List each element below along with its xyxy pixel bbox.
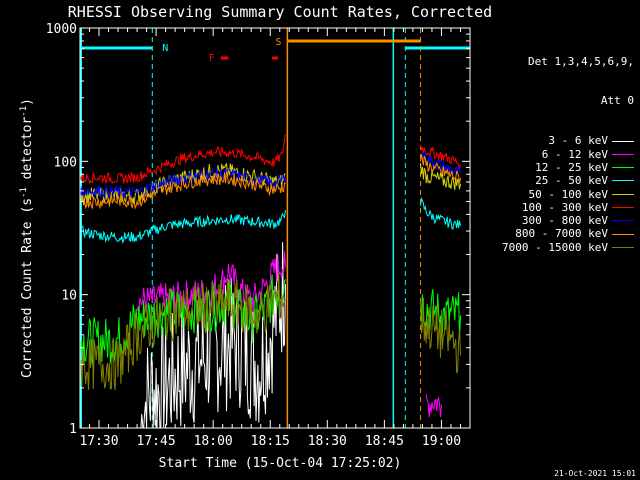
- series-line-6-12-kev-seg2: [425, 394, 442, 418]
- annotations: N S F: [80, 28, 471, 428]
- axes-frame: [79, 27, 471, 429]
- series-line-800-7000-kev-seg2: [420, 154, 461, 184]
- legend-swatch: [612, 220, 634, 222]
- legend-label: 6 - 12 keV: [541, 147, 608, 161]
- y-label-exponent: -1: [19, 187, 29, 198]
- legend-item: 12 - 25 keV: [502, 161, 634, 174]
- legend-item: 100 - 300 keV: [502, 201, 634, 214]
- x-tick-label: 17:45: [137, 434, 176, 449]
- legend-swatch: [612, 167, 634, 169]
- x-tick-label: 18:15: [251, 434, 290, 449]
- legend-label: 12 - 25 keV: [535, 160, 608, 174]
- series-group: [79, 134, 461, 428]
- series-line-7000-15000-kev-seg1: [79, 271, 286, 391]
- x-tick-label: 18:00: [194, 434, 233, 449]
- legend-header-line1: Det 1,3,4,5,6,9,: [528, 54, 634, 68]
- timestamp: 21-Oct-2021 15:01: [554, 469, 636, 478]
- x-axis-label: Start Time (15-Oct-04 17:25:02): [159, 456, 402, 471]
- y-label-text: Corrected Count Rate (s: [20, 198, 35, 378]
- x-tick-label: 18:45: [365, 434, 404, 449]
- legend-swatch: [612, 153, 634, 155]
- legend-label: 7000 - 15000 keV: [502, 240, 608, 254]
- legend-swatch: [612, 193, 634, 195]
- legend-label: 3 - 6 keV: [548, 134, 608, 148]
- axes: 1 10 100 1000 17:30 17:45 18:00 18:15 18:30 18:45…: [46, 22, 471, 449]
- legend-item: 800 - 7000 keV: [502, 227, 634, 240]
- legend-label: 25 - 50 keV: [535, 174, 608, 188]
- series-line-12-25-kev-seg2: [420, 289, 461, 340]
- night-label: N: [162, 43, 168, 54]
- legend-label: 100 - 300 keV: [521, 200, 608, 214]
- legend-item: 300 - 800 keV: [502, 214, 634, 227]
- legend-swatch: [612, 207, 634, 208]
- series-line-25-50-kev-seg1: [79, 210, 286, 245]
- y-label-text: detector: [20, 117, 35, 188]
- legend-label: 300 - 800 keV: [521, 214, 608, 228]
- y-tick-label: 1000: [46, 22, 77, 37]
- series-line-800-7000-kev-seg1: [79, 170, 286, 210]
- x-tick-label: 18:30: [308, 434, 347, 449]
- chart-title: RHESSI Observing Summary Count Rates, Co…: [68, 3, 492, 21]
- legend-header-line2: Att 0: [600, 94, 634, 108]
- legend-item: 25 - 50 keV: [502, 174, 634, 187]
- legend-item: 7000 - 15000 keV: [502, 241, 634, 254]
- y-tick-label: 1: [69, 422, 77, 437]
- flare-label: F: [209, 53, 215, 64]
- legend: Det 1,3,4,5,6,9, Att 0 3 - 6 keV 6 - 12 k…: [502, 28, 634, 267]
- legend-item: 50 - 100 keV: [502, 188, 634, 201]
- legend-swatch: [612, 246, 634, 248]
- legend-label: 800 - 7000 keV: [515, 227, 608, 241]
- legend-swatch: [612, 140, 634, 142]
- legend-label: 50 - 100 keV: [528, 187, 608, 201]
- saa-label: S: [275, 37, 281, 48]
- x-tick-label: 17:30: [79, 434, 118, 449]
- series-line-50-100-kev-seg2: [420, 163, 461, 191]
- y-label-text: ): [20, 98, 35, 106]
- legend-swatch: [612, 180, 634, 182]
- y-tick-label: 100: [54, 155, 77, 170]
- series-line-100-300-kev-seg1: [79, 134, 286, 185]
- series-line-25-50-kev-seg2: [420, 196, 461, 231]
- legend-item: 3 - 6 keV: [502, 134, 634, 147]
- legend-item: 6 - 12 keV: [502, 148, 634, 161]
- y-axis-label: Corrected Count Rate (s-1 detector-1): [19, 98, 35, 378]
- x-tick-label: 19:00: [422, 434, 461, 449]
- y-label-exponent: -1: [19, 106, 29, 117]
- series-line-3-6-kev-seg1: [140, 242, 286, 428]
- legend-swatch: [612, 233, 634, 235]
- legend-entries: 3 - 6 keV 6 - 12 keV 12 - 25 keV 25 - 50 ke…: [502, 134, 634, 254]
- y-tick-label: 10: [61, 289, 77, 304]
- series-line-100-300-kev-seg2: [420, 145, 461, 170]
- series-line-7000-15000-kev-seg2: [420, 297, 461, 374]
